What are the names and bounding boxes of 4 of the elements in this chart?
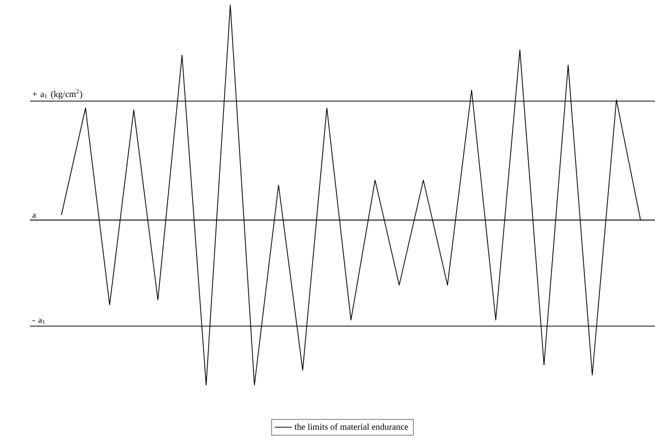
ref-line-label: + a$_{1}$ (kg/cm$^{2}$) — [32, 89, 82, 99]
ref-line-label: - a$_{1}$ — [32, 318, 45, 324]
ref-line-label: a — [32, 214, 36, 218]
legend-label: the limits of material endurance — [294, 423, 408, 430]
